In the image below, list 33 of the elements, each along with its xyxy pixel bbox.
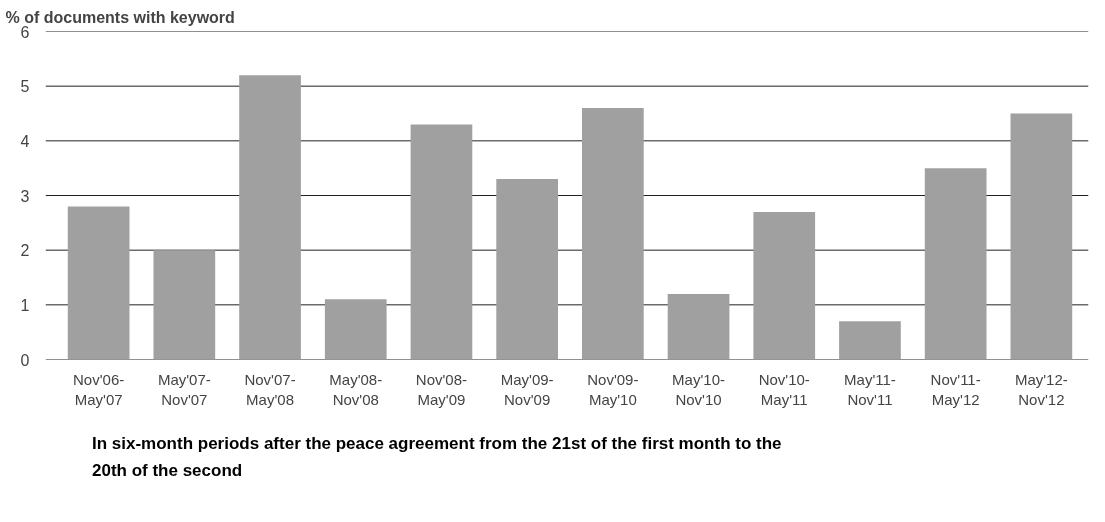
bar [153, 250, 216, 360]
y-tick-label: 5 [20, 78, 30, 96]
y-tick-label: 3 [20, 187, 30, 205]
bar [324, 299, 387, 360]
x-tick-label: May'07-Nov'07 [157, 370, 211, 408]
bar [582, 108, 644, 360]
bar [839, 321, 901, 360]
text: In six-month periods after the peace agreement from the 21st of the first month to the 20th of the second [92, 433, 783, 483]
x-tick-label: May'10-Nov'10 [672, 370, 725, 408]
y-tick-label: 0 [20, 351, 30, 369]
x-tick-label: May'11-Nov'11 [844, 370, 896, 408]
bar [753, 211, 816, 360]
y-tick-label: 4 [20, 132, 30, 150]
x-tick-label: Nov'09-May'10 [587, 370, 639, 408]
bar [239, 75, 301, 360]
bar [667, 293, 730, 360]
x-tick-label: Nov'06-May'07 [73, 370, 125, 408]
y-tick-label: 2 [20, 242, 30, 260]
x-tick-label: Nov'08-May'09 [415, 370, 468, 408]
x-tick-label: May'09-Nov'09 [500, 370, 554, 408]
bar [496, 179, 558, 360]
y-axis-title: % of documents with keyword [5, 8, 235, 26]
x-tick-label: Nov'07-May'08 [244, 370, 296, 408]
bar [67, 206, 130, 360]
bar [410, 124, 473, 360]
x-tick-label: Nov'11-May'12 [930, 370, 981, 408]
x-tick-label: Nov'10-May'11 [758, 370, 810, 408]
x-tick-label: May'08-Nov'08 [329, 370, 383, 408]
x-tick-label: May'12-Nov'12 [1014, 370, 1068, 408]
y-tick-label: 6 [20, 23, 30, 41]
bar [1010, 113, 1073, 360]
y-tick-label: 1 [20, 296, 30, 314]
bar [924, 168, 987, 360]
